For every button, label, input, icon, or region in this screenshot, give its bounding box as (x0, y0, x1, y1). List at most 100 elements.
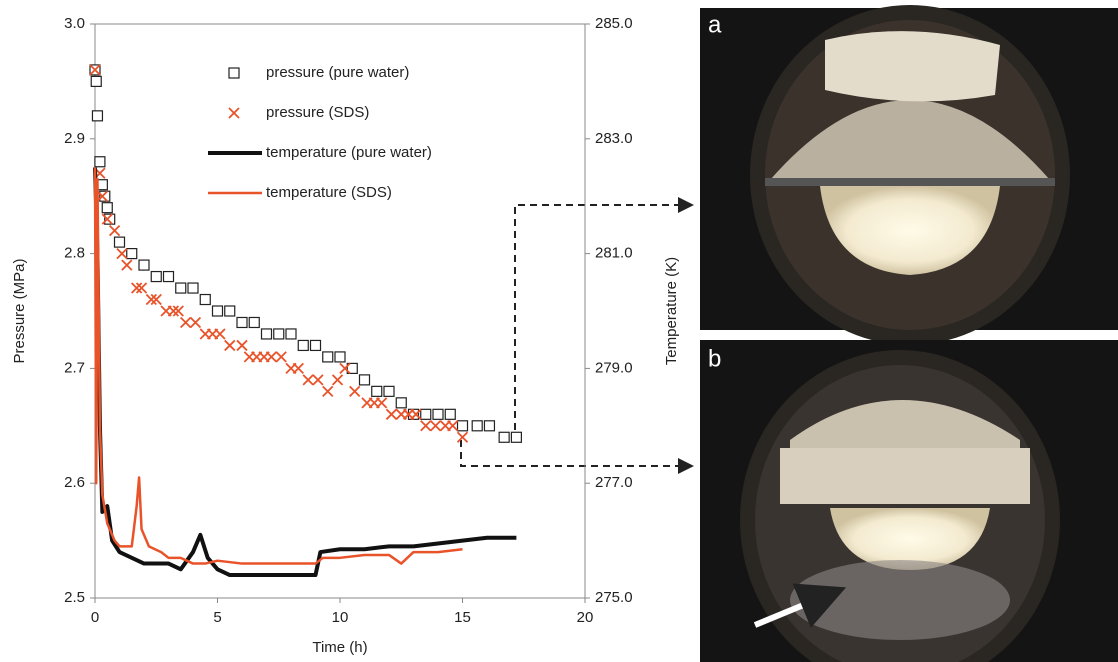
marker-square (248, 316, 260, 329)
y-tick-label: 2.8 (64, 245, 85, 262)
legend-label: temperature (SDS) (266, 184, 392, 201)
marker-square (224, 305, 236, 317)
marker-square (297, 339, 309, 352)
marker-x (302, 374, 314, 386)
marker-x (89, 64, 101, 76)
marker-x (410, 408, 422, 420)
marker-x (236, 339, 248, 352)
marker-square (113, 236, 126, 248)
y-tick-label: 2.9 (64, 130, 85, 147)
marker-x (167, 305, 180, 317)
marker-x (150, 293, 162, 306)
line (93, 167, 517, 578)
marker-square (358, 374, 371, 386)
marker-square (395, 397, 407, 409)
y2-tick-label: 283.0 (595, 130, 633, 147)
marker-x (456, 431, 469, 443)
marker-x (108, 225, 121, 237)
marker-square (126, 248, 138, 260)
x-axis-title: Time (h) (312, 639, 367, 656)
marker-square (444, 408, 456, 420)
marker-square (432, 408, 444, 420)
marker-square (199, 293, 211, 306)
marker-x (180, 316, 192, 329)
marker-square (420, 408, 432, 420)
marker-x (376, 397, 388, 409)
marker-x (420, 420, 432, 432)
marker-x (331, 374, 344, 386)
marker-square (104, 213, 116, 225)
y-tick-label: 2.7 (64, 359, 85, 376)
marker-square (309, 339, 322, 352)
marker-square (99, 190, 111, 202)
marker-square (260, 328, 273, 340)
y2-tick-label: 279.0 (595, 359, 633, 376)
legend-marker (228, 67, 240, 79)
marker-x (101, 213, 113, 225)
connector (514, 197, 694, 430)
x-tick-label: 0 (91, 609, 99, 626)
marker-square (101, 202, 113, 214)
marker-x (292, 362, 304, 375)
x-tick-label: 20 (577, 609, 594, 626)
marker-x (322, 385, 334, 397)
marker-square (285, 328, 297, 340)
marker-x (265, 351, 278, 363)
marker-square (211, 305, 224, 317)
marker-x (96, 190, 108, 202)
legend-label: temperature (pure water) (266, 144, 432, 161)
marker-x (429, 420, 442, 432)
marker-x (189, 316, 202, 329)
marker-square (150, 270, 162, 283)
y2-axis-title: Temperature (K) (663, 257, 680, 365)
marker-square (371, 385, 383, 397)
connector (460, 440, 694, 474)
marker-square (498, 431, 510, 443)
x-tick-label: 5 (213, 609, 221, 626)
photo-b: b (700, 340, 1118, 662)
marker-square (94, 156, 106, 168)
panel-label: a (708, 11, 722, 38)
marker-x (275, 351, 287, 363)
legend-label: pressure (SDS) (266, 104, 369, 121)
marker-x (385, 408, 398, 420)
y-axis-title: Pressure (MPa) (11, 258, 28, 363)
x-tick-label: 10 (332, 609, 349, 626)
y2-tick-label: 281.0 (595, 245, 633, 262)
marker-x (172, 305, 184, 317)
y2-tick-label: 285.0 (595, 15, 633, 32)
marker-x (121, 259, 133, 271)
marker-x (135, 282, 148, 294)
marker-square (383, 385, 395, 397)
marker-square (471, 420, 483, 432)
y-tick-label: 2.6 (64, 474, 85, 491)
y-tick-label: 2.5 (64, 589, 85, 606)
marker-x (116, 247, 128, 260)
marker-square (510, 431, 522, 443)
photo-a: a (700, 5, 1118, 345)
marker-square (346, 362, 358, 374)
marker-square (236, 316, 248, 329)
marker-square (90, 75, 102, 88)
marker-x (339, 362, 351, 375)
marker-x (312, 374, 324, 386)
y2-tick-label: 277.0 (595, 474, 633, 491)
marker-square (456, 420, 469, 432)
line (93, 167, 463, 565)
marker-x (145, 293, 157, 306)
marker-x (214, 328, 226, 340)
marker-square (334, 351, 346, 363)
marker-square (187, 282, 199, 294)
legend-label: pressure (pure water) (266, 64, 409, 81)
marker-square (96, 179, 108, 191)
marker-square (322, 351, 334, 363)
marker-square (91, 110, 104, 122)
marker-square (138, 259, 150, 271)
y-tick-label: 3.0 (64, 15, 85, 32)
y2-tick-label: 275.0 (595, 589, 633, 606)
marker-square (483, 420, 496, 432)
x-tick-label: 15 (454, 609, 471, 626)
marker-square (273, 328, 285, 340)
